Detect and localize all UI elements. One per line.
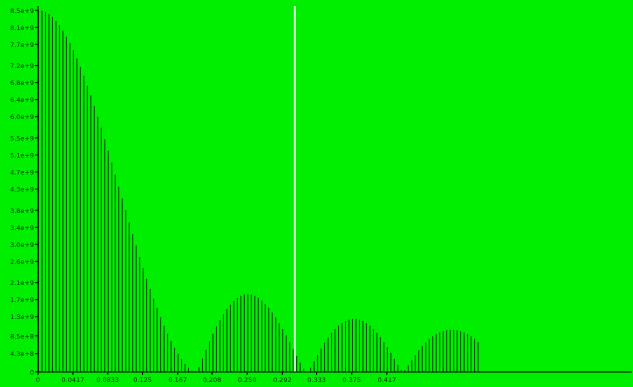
y-tick-label: 8.1e+9	[10, 24, 34, 32]
x-tick-label: 0.333	[307, 376, 326, 383]
y-tick-label: 6.4e+9	[10, 96, 34, 104]
y-tick-label: 6.0e+9	[10, 113, 34, 121]
x-tick-label: 0.125	[133, 376, 152, 383]
y-tick-label: 8.5e+8	[10, 332, 34, 340]
y-tick-label: 7.7e+9	[10, 41, 34, 49]
x-tick-label: 0	[36, 376, 40, 383]
y-tick-label: 8.5e+9	[10, 7, 34, 15]
y-tick-label: 4.7e+9	[10, 168, 34, 176]
x-tick-label: 0.417	[378, 376, 397, 383]
x-tick-label: 0.292	[273, 376, 292, 383]
x-tick-label: 0.167	[168, 376, 187, 383]
y-tick-label: 0	[30, 369, 34, 377]
y-tick-label: 7.2e+9	[10, 62, 34, 70]
x-tick-label: 0.0833	[96, 376, 119, 383]
y-tick-label: 4.3e+9	[10, 186, 34, 194]
y-tick-label: 3.0e+9	[10, 241, 34, 249]
y-tick-label: 3.8e+9	[10, 207, 34, 215]
y-tick-label: 2.1e+9	[10, 279, 34, 287]
x-tick-label: 0.250	[238, 376, 257, 383]
y-tick-label: 4.3e+8	[10, 350, 34, 358]
y-tick-label: 3.4e+9	[10, 224, 34, 232]
x-tick-label: 0.208	[203, 376, 222, 383]
y-tick-label: 1.3e+9	[10, 313, 34, 321]
y-tick-label: 6.8e+9	[10, 79, 34, 87]
x-tick-label: 0.375	[342, 376, 361, 383]
y-tick-label: 1.7e+9	[10, 296, 34, 304]
y-tick-label: 2.6e+9	[10, 258, 34, 266]
y-tick-label: 5.5e+9	[10, 134, 34, 142]
x-tick-label: 0.0417	[62, 376, 85, 383]
y-tick-label: 5.1e+9	[10, 151, 34, 159]
